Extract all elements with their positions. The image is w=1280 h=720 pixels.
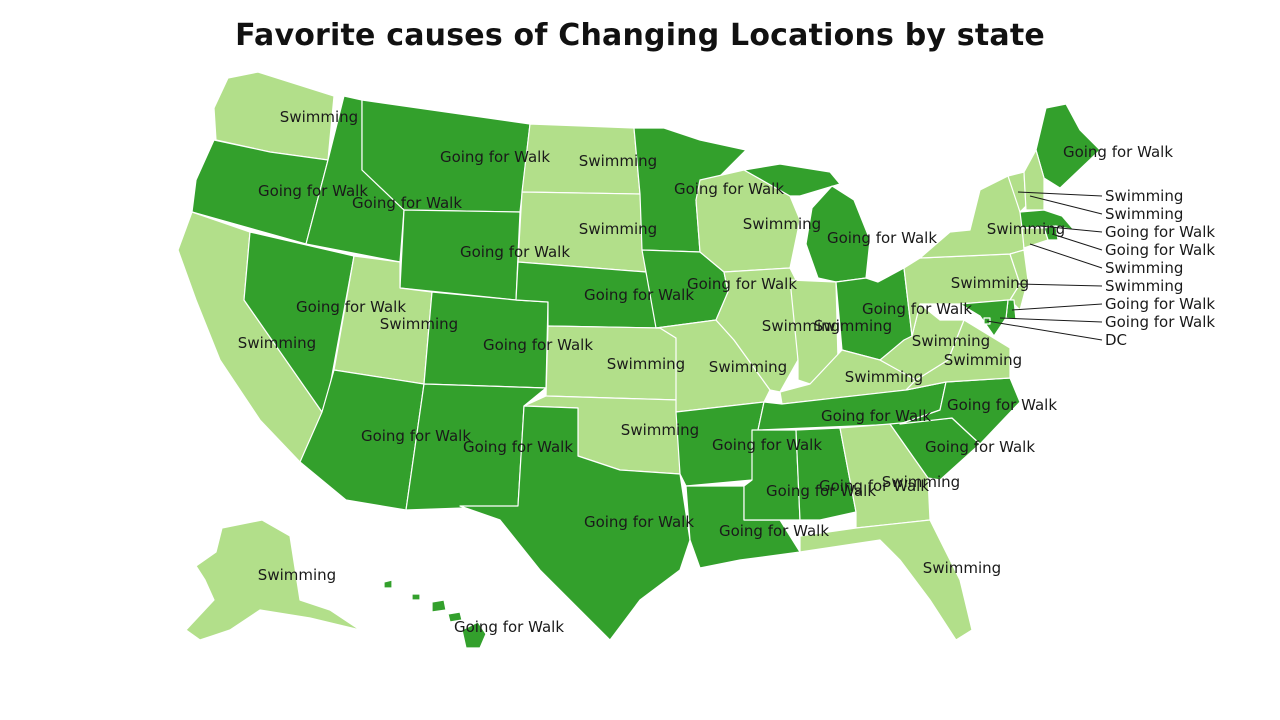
state-label-ca: Swimming bbox=[238, 334, 316, 352]
state-label-pa: Swimming bbox=[951, 274, 1029, 292]
leader-line-nh bbox=[1029, 195, 1103, 215]
state-me bbox=[1035, 103, 1101, 189]
state-fl bbox=[799, 519, 973, 641]
state-label-hi: Going for Walk bbox=[454, 618, 564, 636]
state-label-sc: Going for Walk bbox=[925, 438, 1035, 456]
state-al bbox=[795, 427, 857, 521]
state-label-mt: Going for Walk bbox=[440, 148, 550, 166]
state-label-dc: DC bbox=[1105, 331, 1127, 349]
state-label-me: Going for Walk bbox=[1063, 143, 1173, 161]
state-label-md: Going for Walk bbox=[1105, 313, 1215, 331]
state-label-ga: Swimming bbox=[882, 473, 960, 491]
state-label-or: Going for Walk bbox=[258, 182, 368, 200]
state-label-wi: Swimming bbox=[743, 215, 821, 233]
state-label-al: Going for Walk bbox=[819, 477, 929, 495]
state-label-ri: Going for Walk bbox=[1105, 241, 1215, 259]
leader-line-ri bbox=[1051, 233, 1103, 251]
state-label-ok: Swimming bbox=[621, 421, 699, 439]
state-label-co: Going for Walk bbox=[483, 336, 593, 354]
page-title: Favorite causes of Changing Locations by… bbox=[235, 18, 1045, 53]
state-label-de: Going for Walk bbox=[1105, 295, 1215, 313]
leader-line-ma bbox=[1039, 225, 1103, 233]
state-label-ut: Swimming bbox=[380, 315, 458, 333]
leader-line-de bbox=[1011, 303, 1103, 311]
state-label-mo: Swimming bbox=[709, 358, 787, 376]
state-ct bbox=[1021, 227, 1049, 249]
state-label-nj: Swimming bbox=[1105, 277, 1183, 295]
state-label-mi: Going for Walk bbox=[827, 229, 937, 247]
state-label-nc: Going for Walk bbox=[947, 396, 1057, 414]
state-label-la: Going for Walk bbox=[719, 522, 829, 540]
leader-line-vt bbox=[1017, 191, 1103, 197]
state-label-ms: Going for Walk bbox=[766, 482, 876, 500]
state-label-id: Going for Walk bbox=[352, 194, 462, 212]
state-label-ky: Swimming bbox=[845, 368, 923, 386]
state-label-in: Swimming bbox=[814, 317, 892, 335]
state-label-wy: Going for Walk bbox=[460, 243, 570, 261]
state-label-ny: Swimming bbox=[987, 220, 1065, 238]
leader-line-dc bbox=[986, 320, 1103, 341]
state-label-va: Swimming bbox=[944, 351, 1022, 369]
state-label-tn: Going for Walk bbox=[821, 407, 931, 425]
state-ak bbox=[185, 519, 361, 641]
state-label-tx: Going for Walk bbox=[584, 513, 694, 531]
state-il bbox=[715, 267, 799, 393]
state-tx bbox=[459, 405, 691, 641]
state-label-sd: Swimming bbox=[579, 220, 657, 238]
state-label-ia: Going for Walk bbox=[687, 275, 797, 293]
leader-line-ct bbox=[1029, 243, 1103, 269]
state-label-mn: Going for Walk bbox=[674, 180, 784, 198]
state-hi bbox=[383, 579, 487, 649]
state-label-nh: Swimming bbox=[1105, 205, 1183, 223]
state-label-nm: Going for Walk bbox=[463, 438, 573, 456]
leader-line-nj bbox=[1017, 283, 1103, 287]
state-label-oh: Going for Walk bbox=[862, 300, 972, 318]
state-label-wv: Swimming bbox=[912, 332, 990, 350]
state-label-il: Swimming bbox=[762, 317, 840, 335]
state-label-nv: Going for Walk bbox=[296, 298, 406, 316]
state-label-ar: Going for Walk bbox=[712, 436, 822, 454]
state-label-ks: Swimming bbox=[607, 355, 685, 373]
state-label-ct: Swimming bbox=[1105, 259, 1183, 277]
state-label-az: Going for Walk bbox=[361, 427, 471, 445]
state-label-nd: Swimming bbox=[579, 152, 657, 170]
state-nh bbox=[1023, 149, 1045, 211]
state-label-fl: Swimming bbox=[923, 559, 1001, 577]
state-label-wa: Swimming bbox=[280, 108, 358, 126]
leader-line-md bbox=[999, 317, 1103, 323]
state-label-vt: Swimming bbox=[1105, 187, 1183, 205]
state-label-ne: Going for Walk bbox=[584, 286, 694, 304]
state-nc bbox=[899, 377, 1021, 445]
state-label-ak: Swimming bbox=[258, 566, 336, 584]
state-label-ma: Going for Walk bbox=[1105, 223, 1215, 241]
